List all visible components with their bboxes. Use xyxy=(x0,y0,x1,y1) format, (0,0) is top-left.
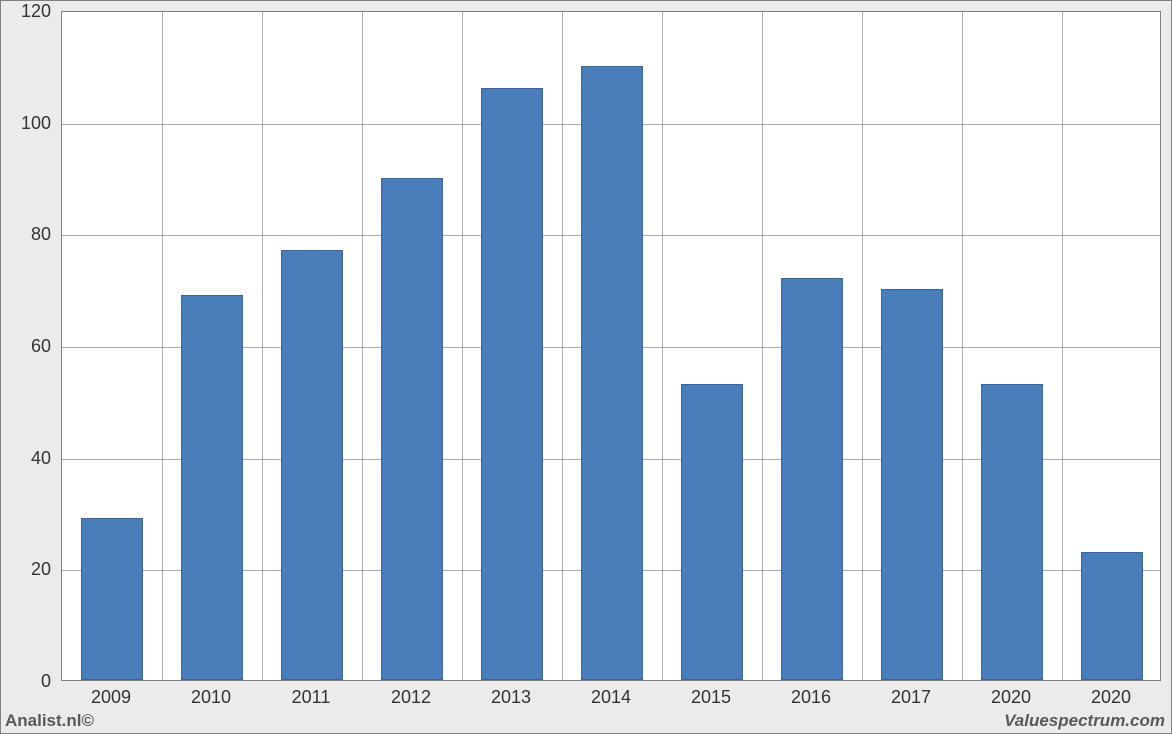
plot-area xyxy=(61,11,1161,681)
gridline-v xyxy=(462,12,463,680)
y-tick-label: 80 xyxy=(1,224,51,245)
bar xyxy=(181,295,243,680)
footer-right-credit: Valuespectrum.com xyxy=(1004,711,1165,731)
x-tick-label: 2012 xyxy=(361,687,461,708)
gridline-v xyxy=(962,12,963,680)
x-tick-label: 2015 xyxy=(661,687,761,708)
bar xyxy=(681,384,743,680)
x-tick-label: 2009 xyxy=(61,687,161,708)
bar xyxy=(581,66,643,680)
bar xyxy=(281,250,343,680)
y-tick-label: 40 xyxy=(1,448,51,469)
bar xyxy=(981,384,1043,680)
x-tick-label: 2016 xyxy=(761,687,861,708)
gridline-v xyxy=(362,12,363,680)
bar xyxy=(881,289,943,680)
gridline-v xyxy=(262,12,263,680)
bar xyxy=(1081,552,1143,680)
gridline-v xyxy=(1062,12,1063,680)
bar xyxy=(81,518,143,680)
gridline-v xyxy=(762,12,763,680)
bar xyxy=(481,88,543,680)
y-tick-label: 100 xyxy=(1,113,51,134)
x-tick-label: 2013 xyxy=(461,687,561,708)
y-tick-label: 60 xyxy=(1,336,51,357)
gridline-v xyxy=(862,12,863,680)
bar xyxy=(781,278,843,680)
x-tick-label: 2017 xyxy=(861,687,961,708)
x-tick-label: 2010 xyxy=(161,687,261,708)
x-tick-label: 2011 xyxy=(261,687,361,708)
gridline-v xyxy=(662,12,663,680)
y-tick-label: 120 xyxy=(1,1,51,22)
chart-frame: 0 20 40 60 80 100 120 200920102011201220132014… xyxy=(0,0,1172,734)
gridline-v xyxy=(162,12,163,680)
gridline-v xyxy=(562,12,563,680)
footer-left-credit: Analist.nl© xyxy=(5,711,94,731)
x-tick-label: 2020 xyxy=(1061,687,1161,708)
y-tick-label: 20 xyxy=(1,559,51,580)
y-tick-label: 0 xyxy=(1,671,51,692)
x-tick-label: 2020 xyxy=(961,687,1061,708)
bar xyxy=(381,178,443,681)
x-tick-label: 2014 xyxy=(561,687,661,708)
